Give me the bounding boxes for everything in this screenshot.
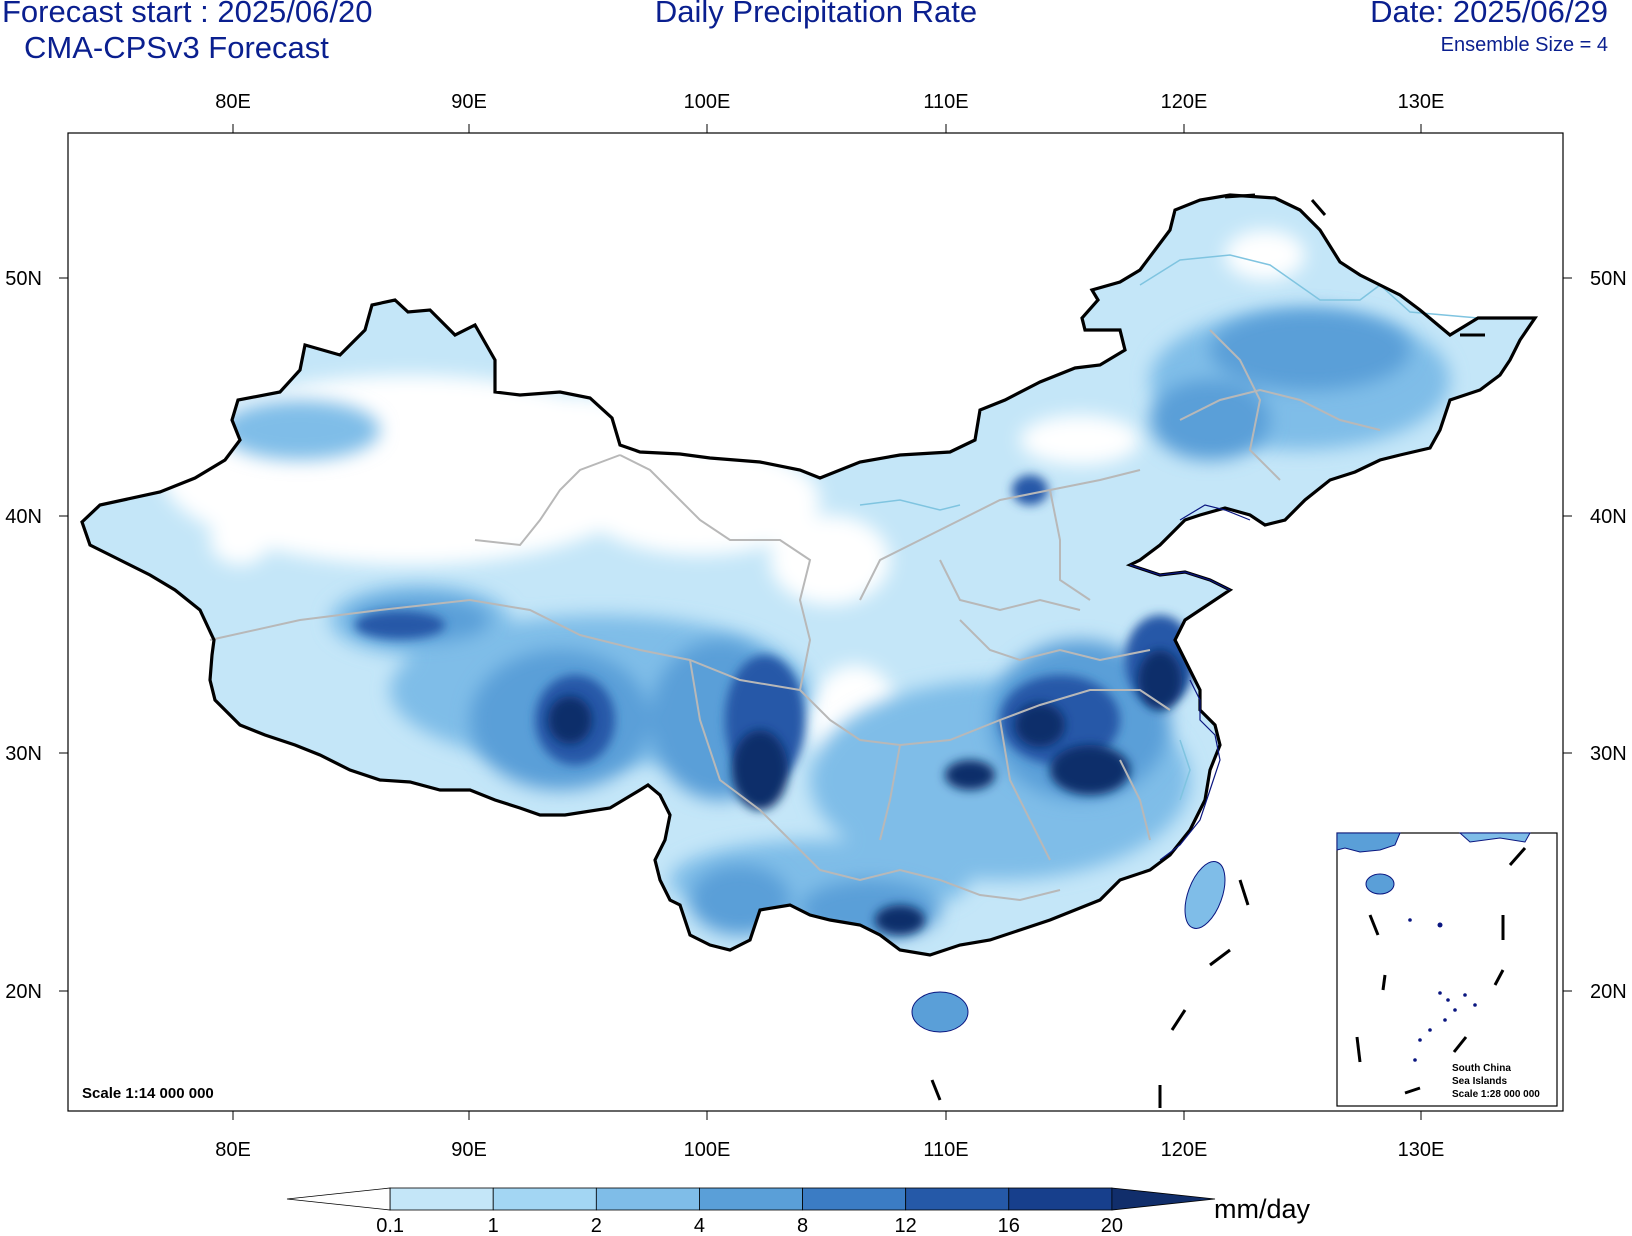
lat-label: 40N xyxy=(1590,506,1627,528)
lon-label: 80E xyxy=(215,1139,251,1161)
colorbar-swatch xyxy=(905,1187,1010,1211)
colorbar-swatch xyxy=(492,1187,597,1211)
colorbar: 0.1 1 2 4 8 12 16 20 xyxy=(286,1187,1216,1236)
map-title: Daily Precipitation Rate xyxy=(654,0,978,29)
lat-label: 30N xyxy=(1590,743,1627,765)
lon-label: 80E xyxy=(215,91,251,113)
inset-label-line1: South China xyxy=(1452,1063,1511,1074)
valid-date-label: Date: 2025/06/29 xyxy=(1370,0,1608,29)
lon-label: 130E xyxy=(1398,91,1445,113)
ensemble-size-label: Ensemble Size = 4 xyxy=(1440,34,1608,56)
inset-frame xyxy=(1336,832,1558,1107)
rivers xyxy=(859,254,1479,801)
islands xyxy=(911,861,1226,1033)
lat-label: 40N xyxy=(5,506,42,528)
coastline xyxy=(1129,504,1251,861)
lon-labels-bottom: 80E 90E 100E 110E 120E 130E xyxy=(215,1139,1444,1161)
colorbar-label: 16 xyxy=(998,1215,1020,1236)
frame-ticks xyxy=(59,124,1572,1120)
colorbar-unit: mm/day xyxy=(1214,1194,1311,1224)
lat-label: 20N xyxy=(1590,981,1627,1003)
colorbar-label: 4 xyxy=(694,1215,705,1236)
inset-islands xyxy=(1408,918,1477,1062)
lon-label: 130E xyxy=(1398,1139,1445,1161)
colorbar-label: 20 xyxy=(1101,1215,1123,1236)
lon-label: 90E xyxy=(451,91,487,113)
lat-label: 20N xyxy=(5,981,42,1003)
lon-labels-top: 80E 90E 100E 110E 120E 130E xyxy=(215,91,1444,113)
lon-label: 90E xyxy=(451,1139,487,1161)
colorbar-label: 2 xyxy=(591,1215,602,1236)
lon-label: 120E xyxy=(1161,91,1208,113)
colorbar-swatch xyxy=(595,1187,700,1211)
inset-hainan xyxy=(1365,873,1395,895)
colorbar-label: 8 xyxy=(797,1215,808,1236)
colorbar-arrow-high xyxy=(1111,1187,1216,1211)
colorbar-arrow-low xyxy=(286,1187,391,1211)
lon-label: 100E xyxy=(684,91,731,113)
colorbar-label: 1 xyxy=(488,1215,499,1236)
lon-label: 110E xyxy=(923,1139,968,1161)
inset-label-line3: Scale 1:28 000 000 xyxy=(1452,1089,1540,1100)
colorbar-swatch xyxy=(389,1187,494,1211)
south-china-sea-inset: South China Sea Islands Scale 1:28 000 0… xyxy=(1336,832,1558,1107)
colorbar-swatch xyxy=(1008,1187,1113,1211)
lat-labels-right: 50N 40N 30N 20N xyxy=(1590,268,1627,1003)
lon-label: 120E xyxy=(1161,1139,1208,1161)
inset-coast xyxy=(1336,832,1401,853)
inset-taiwan-edge xyxy=(1458,832,1531,843)
inset-label-line2: Sea Islands xyxy=(1452,1076,1507,1087)
colorbar-swatch xyxy=(699,1187,803,1211)
forecast-start-label: Forecast start : 2025/06/20 xyxy=(2,0,373,29)
lon-label: 100E xyxy=(684,1139,731,1161)
lat-label: 50N xyxy=(5,268,42,290)
lat-label: 30N xyxy=(5,743,42,765)
model-label: CMA-CPSv3 Forecast xyxy=(24,30,329,65)
colorbar-swatch xyxy=(802,1187,907,1211)
colorbar-label: 12 xyxy=(895,1215,917,1236)
lat-label: 50N xyxy=(1590,268,1627,290)
maritime-boundary-dashes xyxy=(930,193,1485,1108)
colorbar-label: 0.1 xyxy=(376,1215,404,1236)
province-boundaries xyxy=(209,329,1381,902)
lat-labels-left: 50N 40N 30N 20N xyxy=(5,268,42,1003)
map-scale-label: Scale 1:14 000 000 xyxy=(82,1085,214,1102)
inset-dashes xyxy=(1355,847,1527,1095)
lon-label: 110E xyxy=(923,91,968,113)
